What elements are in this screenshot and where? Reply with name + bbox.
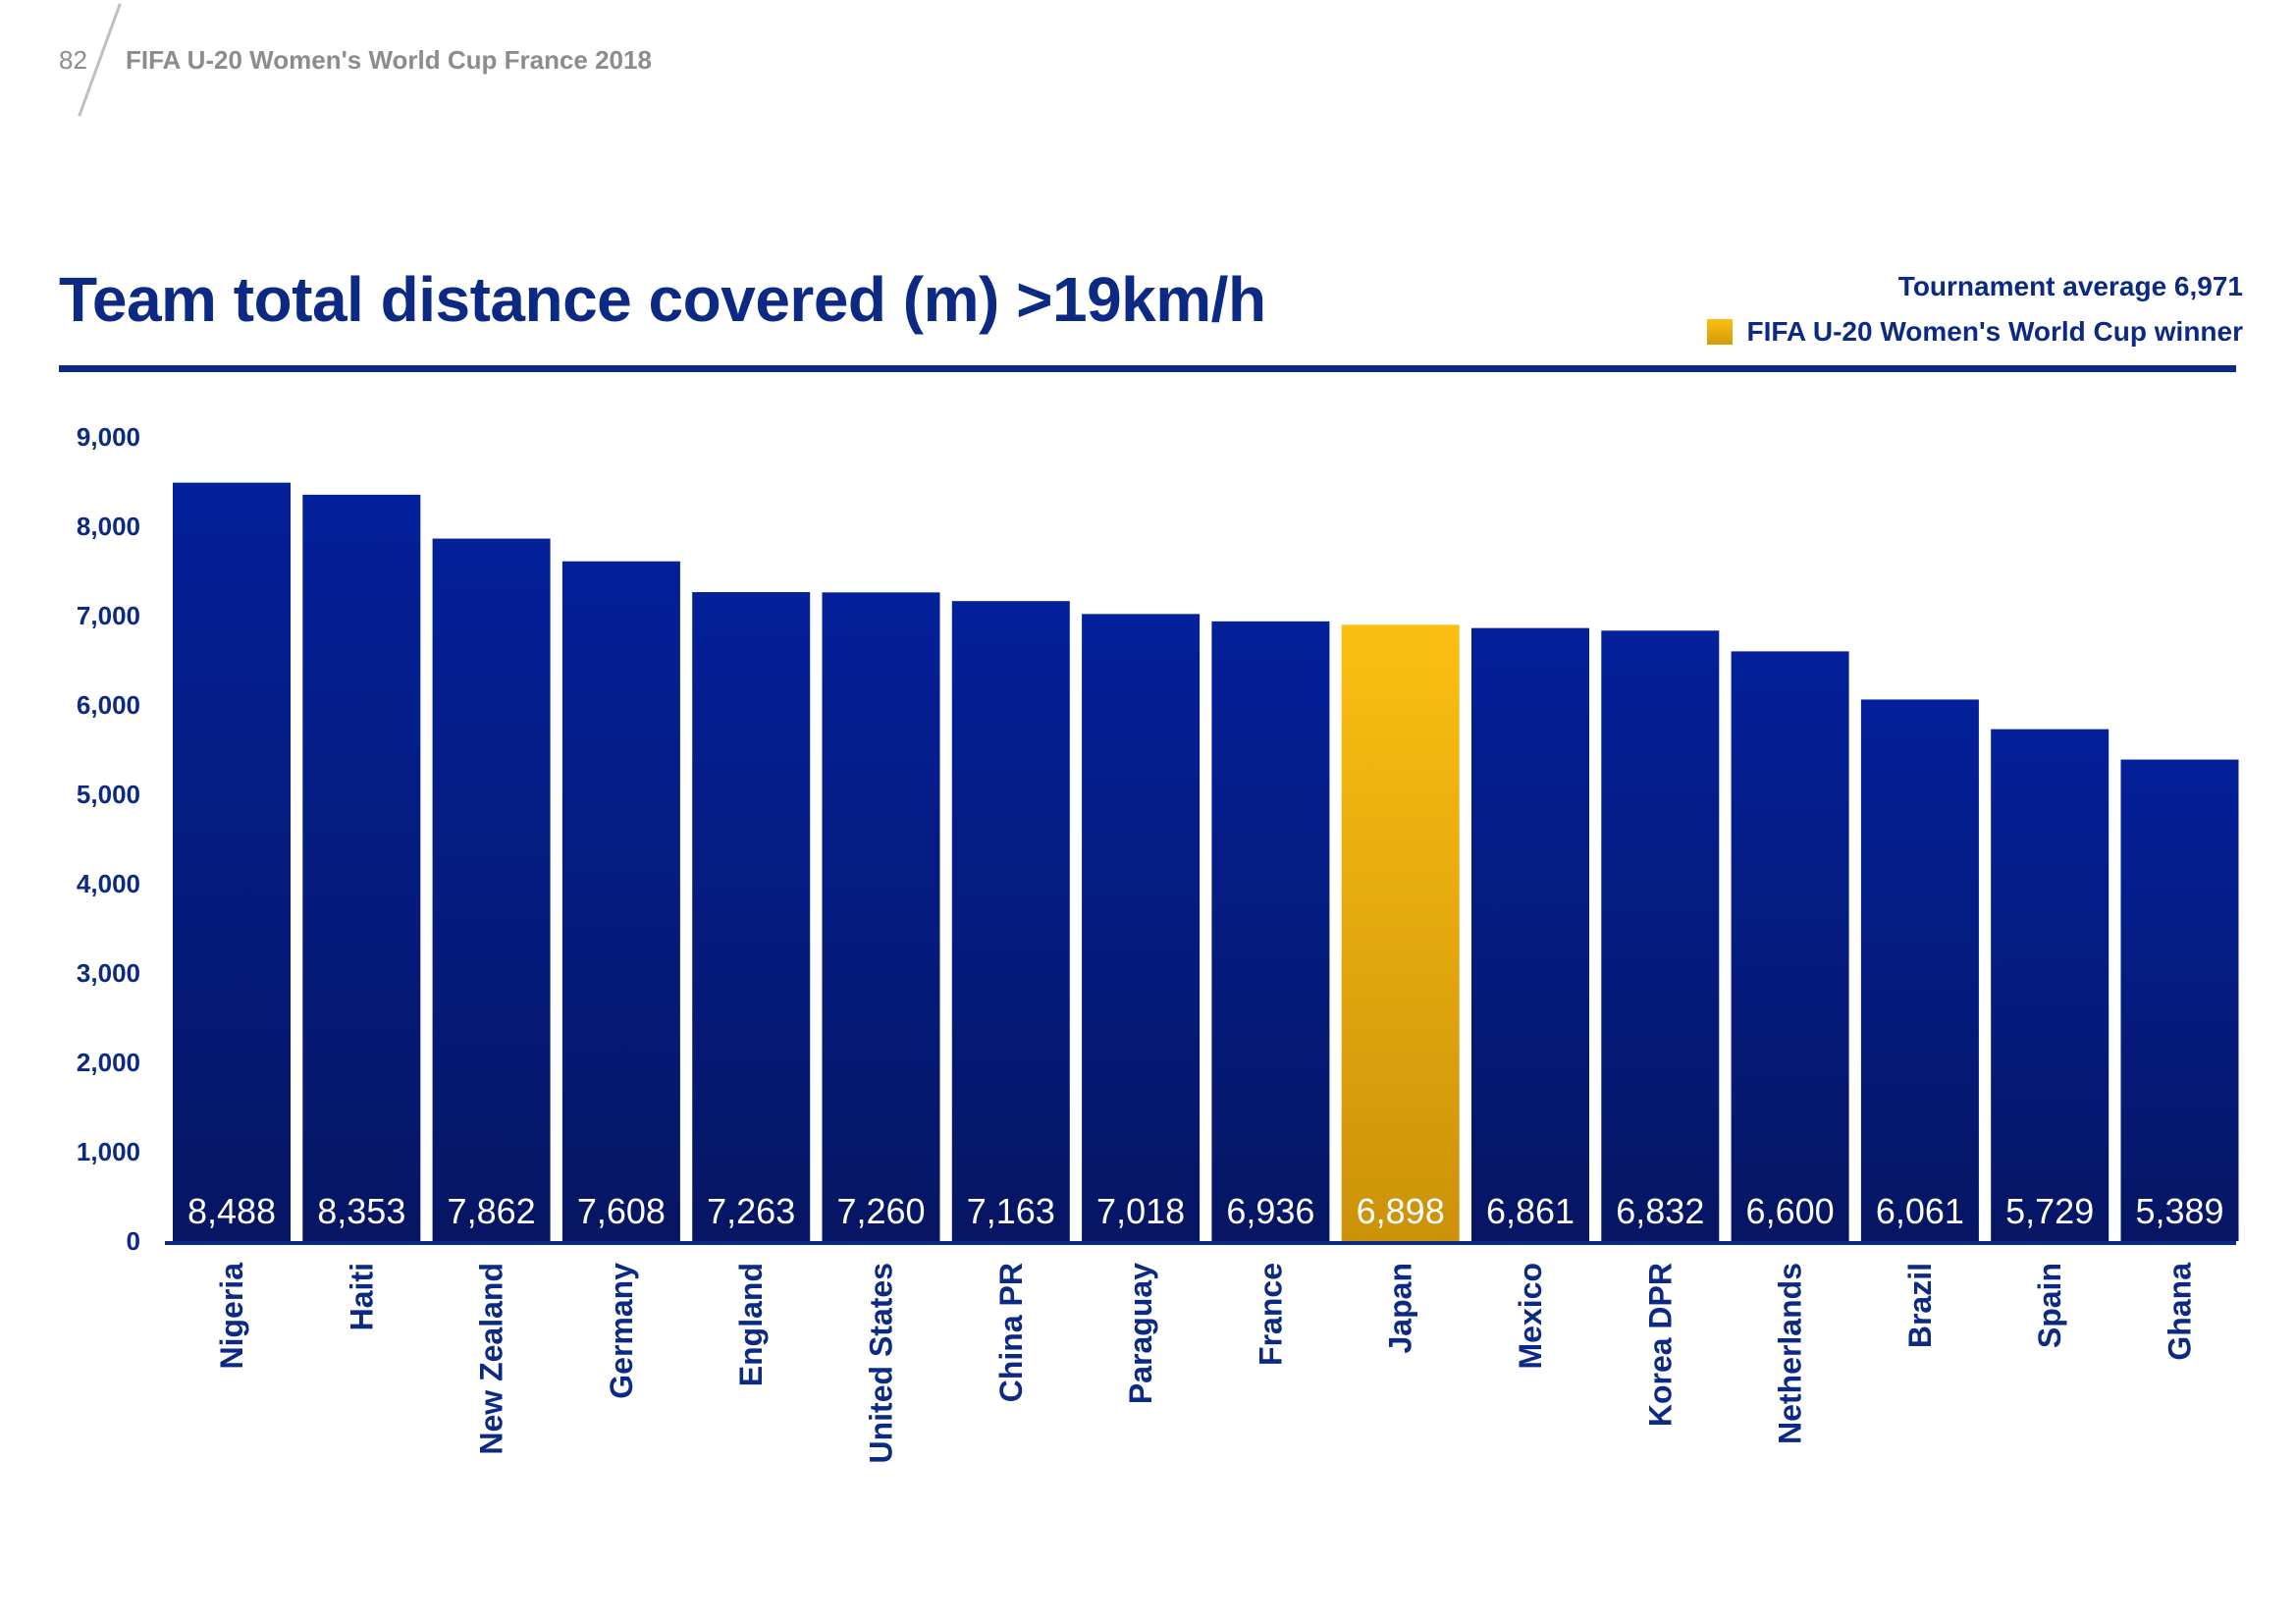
y-tick-label: 3,000 [77,958,140,988]
chart-title: Team total distance covered (m) >19km/h [59,264,1266,335]
x-tick-label: Netherlands [1773,1263,1808,1444]
bar [173,482,291,1241]
bar [432,538,551,1241]
x-tick-label: Brazil [1902,1263,1938,1348]
x-tick-label: France [1253,1263,1288,1366]
x-tick-label: Haiti [344,1263,379,1330]
legend-winner-label: FIFA U-20 Women's World Cup winner [1746,316,2243,347]
bar [822,592,940,1241]
bar-value-label: 8,488 [187,1191,276,1231]
bar-value-label: 7,018 [1096,1191,1185,1231]
bar [1471,627,1589,1241]
bar-value-label: 7,263 [707,1191,795,1231]
x-tick-label: United States [864,1263,899,1463]
bar [1082,614,1201,1241]
x-tick-label: Korea DPR [1642,1263,1678,1427]
x-tick-label: Paraguay [1123,1263,1158,1404]
x-tick-label: Germany [604,1263,639,1399]
title-rule [59,365,2236,372]
bar-value-label: 7,862 [448,1191,536,1231]
bar-value-label: 6,061 [1876,1191,1964,1231]
bar-value-label: 6,600 [1746,1191,1835,1231]
bar-value-label: 6,832 [1616,1191,1704,1231]
x-tick-label: England [733,1263,769,1386]
bar-value-label: 5,729 [2005,1191,2094,1231]
y-tick-label: 8,000 [77,512,140,541]
x-tick-label: Ghana [2163,1263,2198,1361]
bar [1860,699,1979,1241]
legend-winner-swatch [1707,319,1734,345]
bar [1731,651,1849,1241]
x-axis: Nigeria Haiti New Zealand Germany England Uni… [214,1263,2198,1464]
x-tick-label: China PR [993,1263,1029,1402]
y-tick-label: 4,000 [77,869,140,898]
x-tick-label: Mexico [1513,1263,1548,1369]
y-axis: 0 1,000 2,000 3,000 4,000 5,000 6,000 7,000 8,00… [77,422,140,1256]
y-tick-label: 5,000 [77,780,140,809]
bar [1211,621,1330,1241]
bar [2120,759,2239,1241]
bar-value-label: 5,389 [2135,1191,2223,1231]
y-tick-label: 0 [127,1226,140,1256]
bar-value-label: 6,861 [1486,1191,1575,1231]
page-number: 82 [59,45,87,75]
x-tick-label: Spain [2032,1263,2067,1348]
y-tick-label: 6,000 [77,690,140,720]
bar [692,592,811,1241]
bar [951,601,1070,1241]
y-tick-label: 1,000 [77,1137,140,1166]
bar [302,494,421,1241]
bar-value-label: 7,163 [967,1191,1055,1231]
bar-value-label: 7,260 [836,1191,925,1231]
legend-tournament-average: Tournament average 6,971 [1897,271,2243,301]
bars: 8,488 8,353 7,862 7,608 7,263 7,260 7,163 7,018… [173,482,2239,1241]
x-tick-label: New Zealand [474,1263,509,1455]
legend-winner-entry: FIFA U-20 Women's World Cup winner [1707,312,2243,352]
legend: Tournament average 6,971 FIFA U-20 Women… [1707,267,2243,352]
y-tick-label: 9,000 [77,422,140,452]
bar-value-label: 6,898 [1357,1191,1445,1231]
bar-value-label: 8,353 [317,1191,405,1231]
bar [1991,729,2109,1241]
bar [561,561,680,1241]
bar-value-label: 6,936 [1226,1191,1314,1231]
y-tick-label: 2,000 [77,1048,140,1077]
bar [1601,630,1720,1241]
document-title: FIFA U-20 Women's World Cup France 2018 [126,45,652,75]
x-tick-label: Nigeria [214,1263,249,1370]
x-tick-label: Japan [1383,1263,1418,1353]
bar-value-label: 7,608 [577,1191,666,1231]
y-tick-label: 7,000 [77,601,140,630]
bar-winner [1341,624,1460,1241]
